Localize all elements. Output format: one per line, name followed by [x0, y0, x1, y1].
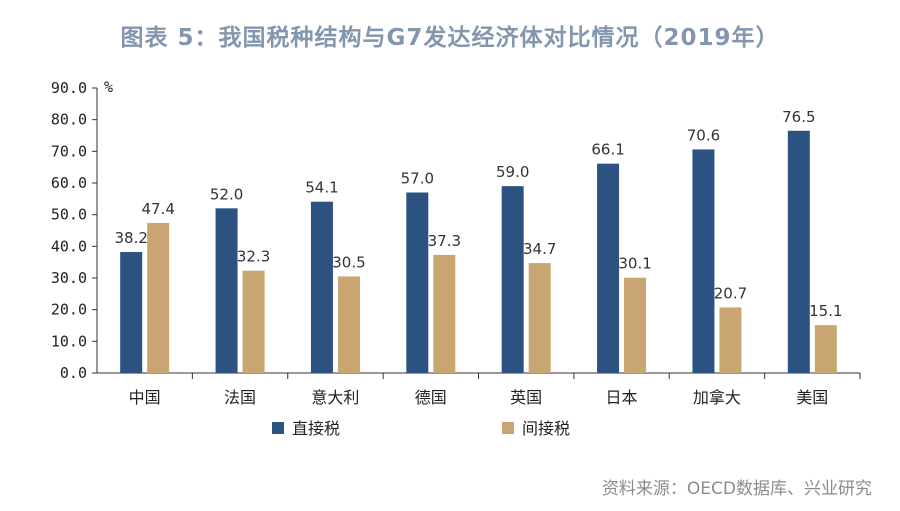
y-tick-label: 0.0	[60, 364, 87, 382]
bars	[120, 130, 837, 373]
bar-indirect	[814, 325, 837, 373]
bar-indirect	[242, 270, 265, 373]
data-label: 20.7	[714, 284, 747, 302]
data-label: 59.0	[496, 163, 529, 181]
data-label: 32.3	[237, 248, 270, 266]
bar-direct	[787, 130, 810, 373]
x-tick-label: 日本	[606, 388, 638, 407]
data-label: 38.2	[114, 229, 147, 247]
x-tick-label: 加拿大	[693, 388, 741, 407]
y-tick-label: 60.0	[51, 174, 87, 192]
data-label: 66.1	[591, 141, 624, 159]
bar-indirect	[719, 307, 742, 373]
data-label: 52.0	[210, 185, 243, 203]
legend-swatch	[502, 422, 514, 434]
data-label: 54.1	[305, 179, 338, 197]
data-label: 30.5	[332, 253, 365, 271]
bar-indirect	[147, 222, 170, 373]
data-label: 57.0	[401, 170, 434, 188]
legend-swatch	[272, 422, 284, 434]
x-tick-label: 英国	[510, 388, 542, 407]
bar-direct	[310, 201, 333, 373]
data-label: 15.1	[809, 302, 842, 320]
y-tick-label: 70.0	[51, 142, 87, 160]
bar-indirect	[337, 276, 360, 373]
y-tick-label: 40.0	[51, 237, 87, 255]
bar-direct	[120, 252, 143, 373]
y-tick-label: 50.0	[51, 206, 87, 224]
data-labels: 38.2 47.4 52.0 32.3 54.1 30.5 57.0 37.3 59.0 34.7…	[114, 108, 842, 320]
x-tick-label: 美国	[796, 388, 828, 407]
bar-indirect	[624, 277, 647, 373]
legend-label: 间接税	[522, 419, 570, 438]
data-label: 47.4	[141, 200, 174, 218]
data-label: 76.5	[782, 108, 815, 126]
y-tick-label: 30.0	[51, 269, 87, 287]
source-note: 资料来源：OECD数据库、兴业研究	[601, 479, 872, 499]
data-label: 34.7	[523, 240, 556, 258]
y-tick-label: 90.0	[51, 79, 87, 97]
bar-direct	[501, 186, 524, 373]
x-tick-label: 法国	[224, 388, 256, 407]
chart-title: 图表 5：我国税种结构与G7发达经济体对比情况（2019年）	[120, 25, 780, 51]
data-label: 37.3	[428, 232, 461, 250]
y-axis-unit: %	[104, 78, 113, 96]
axes: 0.0 10.0 20.0 30.0 40.0 50.0 60.0 70.0 80.0 90.0%…	[51, 78, 861, 407]
bar-direct	[597, 163, 620, 373]
y-tick-label: 20.0	[51, 301, 87, 319]
legend: 直接税 间接税	[272, 419, 570, 438]
bar-direct	[692, 149, 715, 373]
data-label: 30.1	[618, 255, 651, 273]
bar-direct	[406, 192, 429, 373]
bar-direct	[215, 208, 238, 373]
bar-indirect	[433, 254, 456, 373]
x-tick-label: 德国	[415, 388, 447, 407]
x-tick-label: 意大利	[311, 388, 359, 407]
x-tick-label: 中国	[129, 388, 161, 407]
data-label: 70.6	[687, 126, 720, 144]
y-tick-label: 10.0	[51, 332, 87, 350]
y-tick-label: 80.0	[51, 111, 87, 129]
bar-indirect	[528, 263, 551, 373]
legend-label: 直接税	[292, 419, 340, 438]
